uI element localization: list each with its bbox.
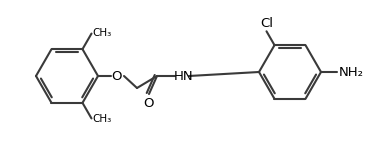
Text: HN: HN — [174, 69, 194, 83]
Text: CH₃: CH₃ — [93, 28, 112, 38]
Text: NH₂: NH₂ — [339, 65, 364, 79]
Text: CH₃: CH₃ — [93, 114, 112, 124]
Text: O: O — [144, 97, 154, 109]
Text: O: O — [112, 69, 122, 83]
Text: Cl: Cl — [260, 17, 273, 30]
